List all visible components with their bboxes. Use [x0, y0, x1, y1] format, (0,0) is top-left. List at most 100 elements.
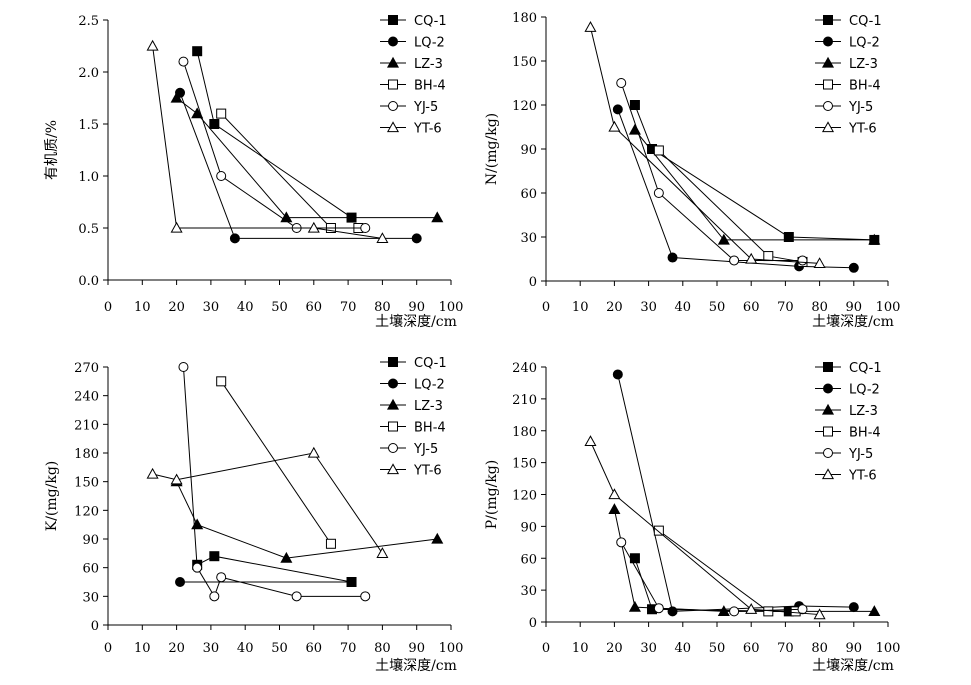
x-tick-label: 60: [306, 641, 323, 656]
series-line: [590, 441, 820, 616]
x-tick-label: 80: [374, 641, 391, 656]
series-LQ-2: [612, 369, 859, 617]
data-point: [667, 252, 678, 263]
y-axis-title: K/(mg/kg): [44, 461, 60, 532]
legend-label: YJ-5: [413, 100, 438, 115]
legend-label: LZ-3: [414, 57, 443, 72]
data-point: [192, 562, 203, 573]
series-CQ-1: [192, 46, 357, 223]
legend-label: CQ-1: [849, 14, 882, 29]
y-tick-label: 0.0: [78, 274, 99, 289]
series-line: [658, 530, 796, 612]
data-point: [653, 188, 664, 198]
series-line: [182, 61, 366, 229]
legend-marker: [821, 403, 835, 415]
series-CQ-1: [192, 551, 357, 587]
x-axis-title: 土壤深度/cm: [375, 657, 457, 674]
y-tick-label: 120: [512, 489, 537, 504]
series-line: [176, 97, 438, 219]
legend-marker: [388, 443, 398, 453]
legend-marker: [386, 463, 400, 475]
data-point: [717, 233, 730, 245]
series-YT-6: [584, 21, 826, 269]
legend-label: YT-6: [413, 464, 442, 479]
x-tick-label: 10: [572, 641, 589, 656]
data-point: [868, 605, 881, 617]
legend-label: YJ-5: [848, 100, 873, 115]
legend-marker: [823, 15, 833, 25]
x-tick-label: 90: [846, 300, 863, 315]
legend-label: BH-4: [849, 79, 881, 94]
data-point: [608, 488, 621, 500]
data-point: [209, 119, 220, 129]
x-tick-label: 50: [709, 300, 726, 315]
legend-label: LQ-2: [849, 36, 880, 51]
data-point: [216, 376, 227, 387]
data-point: [170, 473, 183, 485]
series-YT-6: [146, 39, 389, 244]
legend-label: CQ-1: [414, 356, 447, 371]
series-line: [220, 113, 359, 229]
legend-label: YJ-5: [848, 447, 873, 462]
x-tick-label: 0: [104, 641, 112, 656]
data-point: [608, 503, 621, 515]
data-point: [178, 56, 189, 67]
series-YT-6: [584, 435, 826, 620]
legend-label: BH-4: [414, 79, 446, 94]
legend-label: YT-6: [848, 469, 877, 484]
data-point: [431, 532, 444, 544]
y-tick-label: 120: [512, 99, 537, 114]
x-tick-label: 40: [237, 300, 254, 315]
data-point: [848, 262, 859, 273]
data-point: [325, 538, 336, 549]
legend-label: LZ-3: [849, 404, 878, 419]
data-point: [229, 233, 240, 244]
series-LZ-3: [170, 91, 444, 223]
y-tick-label: 30: [82, 590, 99, 605]
x-tick-label: 20: [606, 300, 623, 315]
series-LZ-3: [170, 475, 444, 563]
series-line: [152, 45, 383, 239]
x-tick-label: 100: [876, 300, 901, 315]
data-point: [848, 602, 859, 613]
data-point: [745, 252, 758, 264]
x-tick-label: 60: [306, 300, 323, 315]
data-point: [346, 577, 357, 587]
x-tick-label: 0: [542, 641, 550, 656]
y-tick-label: 150: [74, 476, 99, 491]
x-tick-label: 50: [271, 300, 288, 315]
data-point: [628, 600, 641, 612]
data-point: [376, 547, 389, 558]
data-point: [797, 255, 808, 266]
legend-marker: [386, 398, 400, 410]
y-tick-label: 2.5: [78, 14, 99, 29]
data-point: [307, 221, 320, 233]
series-BH-4: [653, 145, 808, 267]
series-LQ-2: [175, 577, 357, 587]
data-point: [608, 120, 621, 132]
data-point: [191, 107, 204, 119]
data-point: [146, 39, 159, 51]
legend-label: YT-6: [848, 122, 877, 137]
legend-marker: [388, 101, 398, 111]
x-tick-label: 10: [134, 641, 151, 656]
x-tick-label: 60: [743, 300, 760, 315]
x-tick-label: 10: [572, 300, 589, 315]
x-tick-label: 90: [408, 641, 425, 656]
data-point: [616, 78, 627, 88]
data-point: [584, 21, 597, 32]
data-point: [584, 435, 597, 447]
series-BH-4: [216, 108, 364, 233]
data-point: [612, 104, 623, 115]
y-tick-label: 210: [74, 418, 99, 433]
series-LQ-2: [612, 104, 859, 273]
data-point: [763, 606, 774, 617]
y-tick-label: 60: [520, 552, 537, 567]
data-point: [291, 591, 302, 602]
data-point: [653, 603, 664, 614]
data-point: [763, 251, 774, 262]
y-tick-label: 240: [74, 390, 99, 405]
data-point: [209, 551, 220, 562]
y-axis-title: P/(mg/kg): [484, 460, 500, 529]
legend-label: LQ-2: [414, 36, 445, 51]
